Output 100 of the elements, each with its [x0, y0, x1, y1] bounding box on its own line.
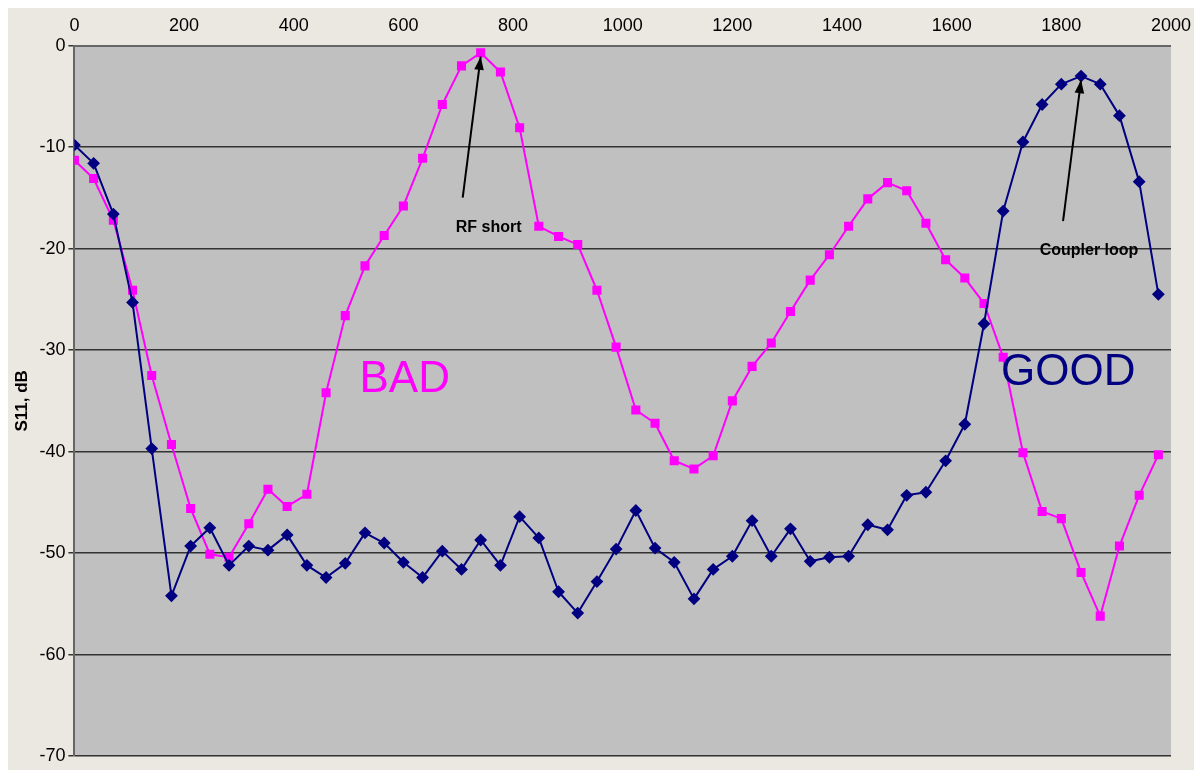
point [844, 221, 854, 231]
point [726, 550, 739, 563]
point [223, 559, 236, 572]
point [1153, 450, 1163, 460]
point [1152, 288, 1165, 301]
point [1094, 78, 1107, 91]
point [747, 361, 757, 371]
point [263, 484, 273, 494]
x-tick-label: 1800 [1041, 14, 1082, 35]
annotation: RF short [455, 218, 523, 236]
point [746, 514, 759, 527]
point [1056, 514, 1066, 524]
point [416, 571, 429, 584]
point [495, 67, 505, 77]
point [571, 607, 584, 620]
point [785, 307, 796, 317]
point [436, 545, 449, 558]
point [300, 559, 313, 572]
point [360, 261, 370, 271]
point [476, 48, 486, 58]
point [960, 273, 970, 283]
y-tick-label: -10 [39, 136, 66, 157]
point [282, 501, 292, 512]
point [669, 456, 679, 466]
y-tick-label: -70 [39, 745, 66, 766]
point [727, 396, 737, 406]
point [1055, 78, 1068, 91]
x-tick-label: 1200 [712, 14, 753, 35]
x-tick-label: 800 [498, 14, 529, 35]
point [1037, 507, 1047, 517]
point [320, 571, 333, 584]
point [532, 531, 545, 544]
point [321, 388, 331, 398]
point [455, 563, 468, 576]
point [823, 551, 836, 564]
point [242, 540, 255, 553]
point [145, 442, 158, 455]
point [1095, 611, 1105, 621]
point [166, 440, 176, 450]
point [1075, 70, 1088, 83]
x-tick-label: 2000 [1150, 14, 1191, 35]
x-tick-label: 600 [388, 14, 419, 35]
point [804, 555, 817, 568]
point [765, 550, 778, 563]
point [978, 317, 991, 330]
point [87, 157, 100, 170]
point [184, 540, 197, 553]
y-tick-label: -30 [39, 339, 66, 360]
point [398, 201, 408, 211]
x-tick-label: 1000 [602, 14, 643, 35]
series-label: BAD [359, 351, 451, 401]
point [784, 522, 797, 535]
point [1018, 448, 1028, 458]
y-tick-label: -20 [39, 237, 66, 258]
point [650, 418, 660, 428]
point [649, 542, 662, 555]
point [805, 275, 815, 285]
x-tick-label: 200 [169, 14, 200, 35]
y-tick-label: 0 [55, 34, 66, 55]
point [534, 221, 544, 231]
point [861, 518, 874, 531]
point [863, 194, 873, 204]
point [359, 526, 372, 539]
y-tick-label: -60 [39, 643, 66, 664]
point [1036, 98, 1049, 111]
point [842, 550, 855, 563]
point [126, 296, 139, 309]
point [437, 99, 447, 110]
point [1134, 490, 1144, 500]
point [900, 489, 913, 502]
point [573, 240, 583, 250]
point [824, 250, 834, 260]
point [244, 519, 254, 529]
point [611, 342, 621, 352]
point [707, 563, 720, 576]
point [186, 503, 196, 514]
point [340, 311, 350, 321]
point [631, 405, 641, 415]
point [708, 451, 718, 461]
point [997, 205, 1010, 218]
point [89, 174, 99, 184]
x-tick-label: 0 [69, 14, 80, 35]
point [902, 186, 912, 196]
x-tick-label: 1600 [931, 14, 972, 35]
point [203, 521, 216, 534]
y-axis-title: S11, dB [11, 370, 31, 432]
point [379, 230, 389, 240]
point [881, 523, 894, 536]
point [592, 285, 602, 295]
point [397, 556, 410, 569]
point [939, 454, 952, 467]
point [378, 537, 391, 550]
point [919, 486, 932, 499]
point [687, 592, 700, 605]
point [552, 585, 565, 598]
point [494, 559, 507, 572]
point [590, 575, 603, 588]
point [1016, 136, 1029, 149]
point [921, 218, 931, 228]
point [474, 533, 487, 546]
